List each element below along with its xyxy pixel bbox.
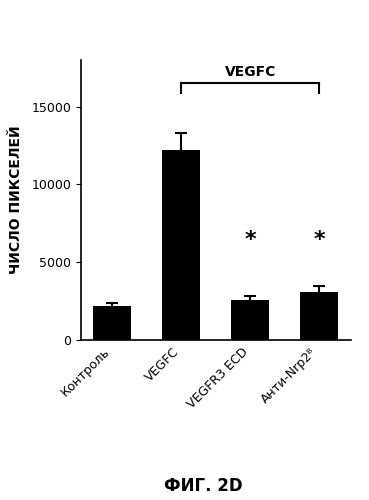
- Bar: [231, 300, 269, 340]
- Text: *: *: [314, 230, 325, 250]
- Bar: [300, 292, 338, 340]
- Y-axis label: ЧИСЛО ПИКСЕЛЕЙ: ЧИСЛО ПИКСЕЛЕЙ: [9, 126, 23, 274]
- Text: *: *: [245, 230, 256, 250]
- Text: ФИГ. 2D: ФИГ. 2D: [163, 477, 242, 495]
- Text: VEGFC: VEGFC: [225, 64, 276, 78]
- Bar: [93, 306, 131, 340]
- Bar: [162, 150, 200, 340]
